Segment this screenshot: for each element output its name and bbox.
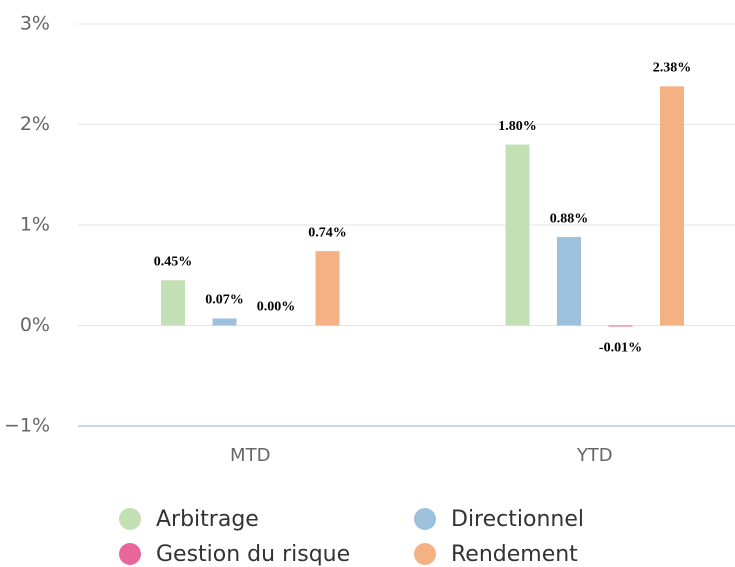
legend-label[interactable]: Arbitrage <box>156 507 259 532</box>
bar <box>212 318 237 326</box>
data-label: 0.45% <box>154 254 193 269</box>
bar <box>557 237 581 326</box>
bar <box>505 144 530 326</box>
x-tick-label: YTD <box>576 445 613 466</box>
bar <box>161 280 185 326</box>
data-label: 0.74% <box>308 225 347 240</box>
data-label: -0.01% <box>599 341 642 356</box>
bar <box>660 86 684 326</box>
legend-label[interactable]: Rendement <box>451 542 578 567</box>
y-tick-label: 2% <box>20 113 50 135</box>
data-label: 2.38% <box>653 61 692 76</box>
data-label: 0.88% <box>550 211 589 226</box>
legend-marker[interactable] <box>414 543 436 565</box>
y-tick-label: 1% <box>20 214 50 236</box>
legend-label[interactable]: Gestion du risque <box>156 542 350 567</box>
data-label: 0.00% <box>257 300 296 315</box>
legend-marker[interactable] <box>414 508 436 530</box>
legend-marker[interactable] <box>119 543 141 565</box>
x-tick-label: MTD <box>230 445 270 466</box>
data-label: 1.80% <box>498 119 537 134</box>
y-tick-label: −1% <box>4 415 50 437</box>
bar <box>608 325 633 327</box>
data-label: 0.07% <box>205 293 244 308</box>
bar <box>315 251 340 326</box>
legend-marker[interactable] <box>119 508 141 530</box>
y-tick-label: 0% <box>20 314 50 336</box>
y-tick-label: 3% <box>20 13 50 35</box>
legend-label[interactable]: Directionnel <box>451 507 584 532</box>
